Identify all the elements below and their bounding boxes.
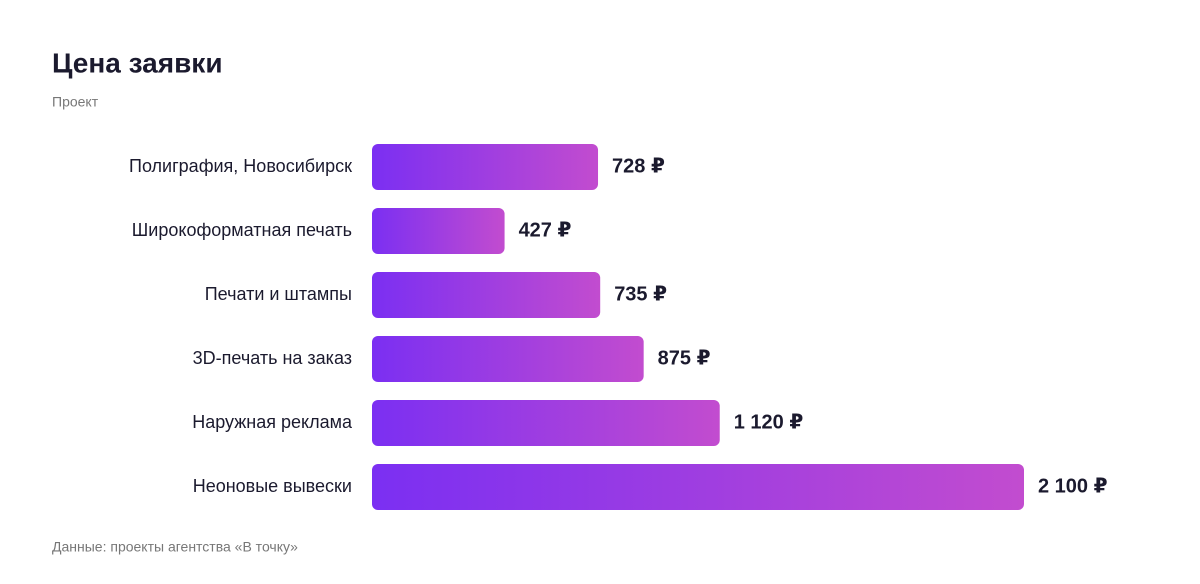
category-label: Широкоформатная печать	[132, 220, 352, 240]
bar	[372, 272, 601, 318]
chart-subtitle: Проект	[52, 94, 99, 110]
bar	[372, 208, 505, 254]
bar	[372, 400, 720, 446]
value-label: 427 ₽	[519, 219, 572, 241]
category-label: Полиграфия, Новосибирск	[129, 156, 352, 176]
bar	[372, 464, 1024, 510]
bar	[372, 336, 644, 382]
category-label: 3D-печать на заказ	[193, 348, 352, 368]
value-label: 2 100 ₽	[1038, 475, 1108, 497]
value-label: 1 120 ₽	[734, 411, 804, 433]
category-label: Неоновые вывески	[193, 476, 352, 496]
value-label: 728 ₽	[612, 155, 665, 177]
source-note: Данные: проекты агентства «В точку»	[52, 539, 298, 555]
category-label: Печати и штампы	[205, 284, 352, 304]
bar	[372, 144, 599, 190]
category-label: Наружная реклама	[192, 412, 353, 432]
chart-title: Цена заявки	[52, 47, 223, 78]
value-label: 735 ₽	[614, 283, 667, 305]
value-label: 875 ₽	[658, 347, 711, 369]
